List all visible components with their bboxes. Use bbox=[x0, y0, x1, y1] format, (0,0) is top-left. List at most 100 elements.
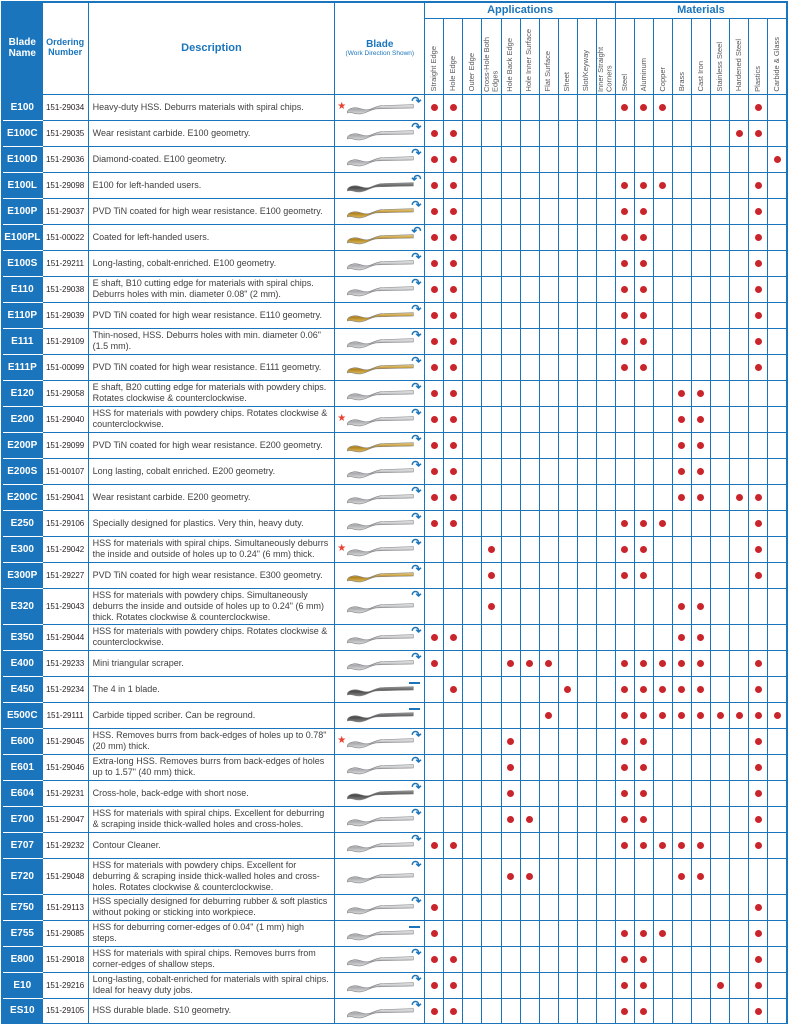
material-dot-cell bbox=[614, 805, 635, 833]
application-dot-cell bbox=[557, 753, 578, 781]
material-dot-cell bbox=[767, 223, 788, 251]
table-header: Blade Name Ordering Number Description B… bbox=[1, 1, 788, 95]
material-dot bbox=[754, 956, 762, 963]
material-dot bbox=[640, 790, 648, 797]
material-dot-cell bbox=[709, 223, 731, 251]
application-dot-cell bbox=[443, 197, 464, 225]
blade-illustration bbox=[346, 572, 414, 583]
material-dot-cell bbox=[614, 649, 635, 677]
application-dot bbox=[449, 208, 457, 215]
material-dot-cell bbox=[709, 197, 731, 225]
material-dot-cell bbox=[652, 753, 673, 781]
material-dot-cell bbox=[709, 431, 731, 459]
material-dot bbox=[716, 712, 724, 719]
application-dot-cell bbox=[576, 893, 597, 921]
material-dot-cell bbox=[633, 779, 654, 807]
application-dot bbox=[526, 816, 534, 823]
application-dot bbox=[430, 390, 438, 397]
description-cell: The 4 in 1 blade. bbox=[87, 675, 336, 703]
application-dot-cell bbox=[481, 805, 502, 833]
description-cell: HSS durable blade. S10 geometry. bbox=[87, 997, 336, 1024]
blade-row-E720: E720 151-29048 HSS for materials with powd… bbox=[1, 857, 788, 895]
ordering-number-cell: 151-29234 bbox=[41, 675, 89, 703]
material-dot bbox=[621, 338, 629, 345]
application-dot-cell bbox=[519, 535, 540, 563]
favorite-star-icon: ★ bbox=[337, 735, 347, 746]
application-dot bbox=[430, 842, 438, 849]
application-dot-cell bbox=[443, 353, 464, 381]
material-dot-cell bbox=[690, 779, 712, 807]
blade-row-E100PL: E100PL 151-00022 Coated for left-handed us… bbox=[1, 223, 788, 251]
material-dot-cell bbox=[709, 727, 731, 755]
application-dot-cell bbox=[500, 275, 521, 303]
application-dot-cell bbox=[500, 327, 521, 355]
application-dot-cell bbox=[595, 197, 616, 225]
application-dot-cell bbox=[557, 353, 578, 381]
material-dot bbox=[621, 1007, 629, 1015]
application-dot bbox=[430, 416, 438, 423]
material-dot bbox=[697, 494, 705, 501]
material-dot bbox=[716, 982, 724, 989]
description-cell: HSS for materials with powdery chips. Ex… bbox=[87, 857, 336, 895]
application-dot-cell bbox=[500, 649, 521, 677]
material-dot-cell bbox=[652, 535, 673, 563]
material-dot-cell bbox=[690, 727, 712, 755]
material-dot-cell bbox=[671, 171, 692, 199]
material-dot-cell bbox=[729, 727, 750, 755]
application-dot bbox=[507, 764, 515, 771]
blade-row-E10: E10 151-29216 Long-lasting, cobalt-enriche… bbox=[1, 971, 788, 999]
application-dot-cell bbox=[538, 701, 559, 729]
material-dot-cell bbox=[767, 831, 788, 859]
application-column-label: Hole Back Edge bbox=[505, 37, 515, 92]
application-dot-cell bbox=[595, 831, 616, 859]
application-dot-cell bbox=[500, 405, 521, 433]
material-dot-cell bbox=[652, 831, 673, 859]
material-dot bbox=[754, 494, 762, 501]
material-dot-cell bbox=[614, 623, 635, 651]
material-dot-cell bbox=[633, 275, 654, 303]
work-direction-arrow-icon: ↷ bbox=[411, 302, 422, 316]
description-cell: Contour Cleaner. bbox=[87, 831, 336, 859]
material-dot-cell bbox=[671, 483, 692, 511]
material-column-header-5: Stainless Steel bbox=[709, 17, 731, 95]
blade-name-cell: E200S bbox=[1, 457, 43, 485]
application-dot-cell bbox=[519, 483, 540, 511]
blade-image-cell: ↷ bbox=[334, 971, 426, 999]
blade-image-cell: ↷ bbox=[334, 893, 426, 921]
application-dot-cell bbox=[576, 197, 597, 225]
material-dot-cell bbox=[767, 727, 788, 755]
material-dot-cell bbox=[767, 197, 788, 225]
blade-illustration bbox=[346, 816, 414, 827]
work-direction-arrow-icon: ↷ bbox=[411, 198, 422, 212]
material-dot-cell bbox=[671, 945, 692, 973]
blade-illustration bbox=[346, 286, 414, 297]
application-dot-cell bbox=[595, 275, 616, 303]
material-dot-cell bbox=[709, 971, 731, 999]
application-dot bbox=[430, 468, 438, 475]
ordering-number-cell: 151-29227 bbox=[41, 561, 89, 589]
material-dot bbox=[678, 842, 686, 849]
application-column-header-2: Outer Edge bbox=[462, 17, 483, 95]
application-dot-cell bbox=[424, 971, 445, 999]
material-dot-cell bbox=[767, 119, 788, 147]
application-dot-cell bbox=[462, 93, 483, 121]
blade-name-cell: E110P bbox=[1, 301, 43, 329]
material-dot-cell bbox=[652, 971, 673, 999]
material-column-header-0: Steel bbox=[614, 17, 635, 95]
material-dot-cell bbox=[709, 997, 731, 1024]
ordering-number-cell: 151-29085 bbox=[41, 919, 89, 947]
material-dot-cell bbox=[729, 353, 750, 381]
material-dot-cell bbox=[709, 919, 731, 947]
application-dot-cell bbox=[557, 831, 578, 859]
material-dot-cell bbox=[614, 301, 635, 329]
application-dot-cell bbox=[424, 483, 445, 511]
application-dot-cell bbox=[557, 893, 578, 921]
material-dot-cell bbox=[748, 535, 769, 563]
application-dot bbox=[449, 686, 457, 693]
material-dot-cell bbox=[671, 145, 692, 173]
material-dot bbox=[621, 738, 629, 745]
application-dot-cell bbox=[462, 145, 483, 173]
application-dot-cell bbox=[538, 997, 559, 1024]
material-dot bbox=[697, 634, 705, 641]
ordering-number-cell: 151-29040 bbox=[41, 405, 89, 433]
